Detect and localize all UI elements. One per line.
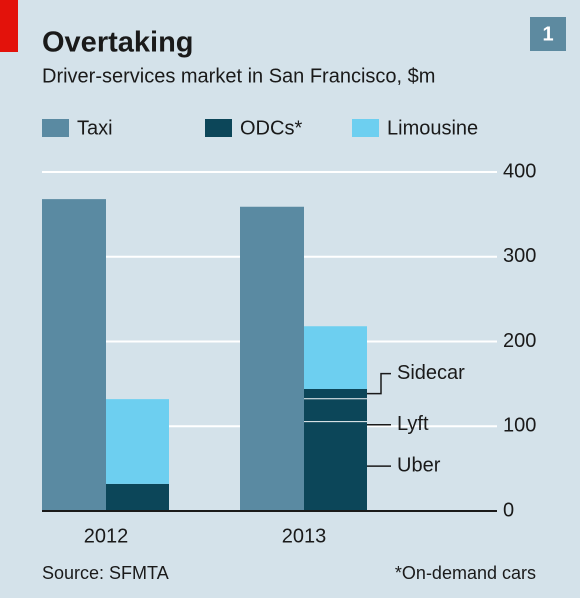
y-tick-label: 400 [503,160,536,182]
legend-swatch [352,119,379,137]
legend-label: Taxi [77,117,113,139]
chart-subtitle: Driver-services market in San Francisco,… [42,65,435,87]
legend-label: Limousine [387,117,478,139]
bar [42,199,106,511]
legend-swatch [205,119,232,137]
x-tick-label: 2012 [84,525,129,547]
badge-box [530,17,566,51]
red-tag [0,0,18,52]
bar [106,399,169,484]
badge: 1 [542,23,553,45]
x-tick-label: 2013 [282,525,327,547]
leader-line [367,372,391,395]
legend-label: ODCs* [240,117,302,139]
bar [304,326,367,389]
odc-segment [304,398,367,422]
odc-segment [304,421,367,511]
bar [106,483,169,511]
bar [240,206,304,511]
chart-title: Overtaking [42,27,194,59]
odc-segment [304,388,367,399]
source: Source: SFMTA [42,563,169,583]
segment-label: Uber [397,454,441,476]
segment-label: Sidecar [397,362,465,384]
y-tick-label: 200 [503,330,536,352]
footnote: *On-demand cars [395,563,536,583]
y-tick-label: 0 [503,499,514,521]
segment-label: Lyft [397,413,429,435]
y-tick-label: 100 [503,415,536,437]
legend-swatch [42,119,69,137]
y-tick-label: 300 [503,245,536,267]
